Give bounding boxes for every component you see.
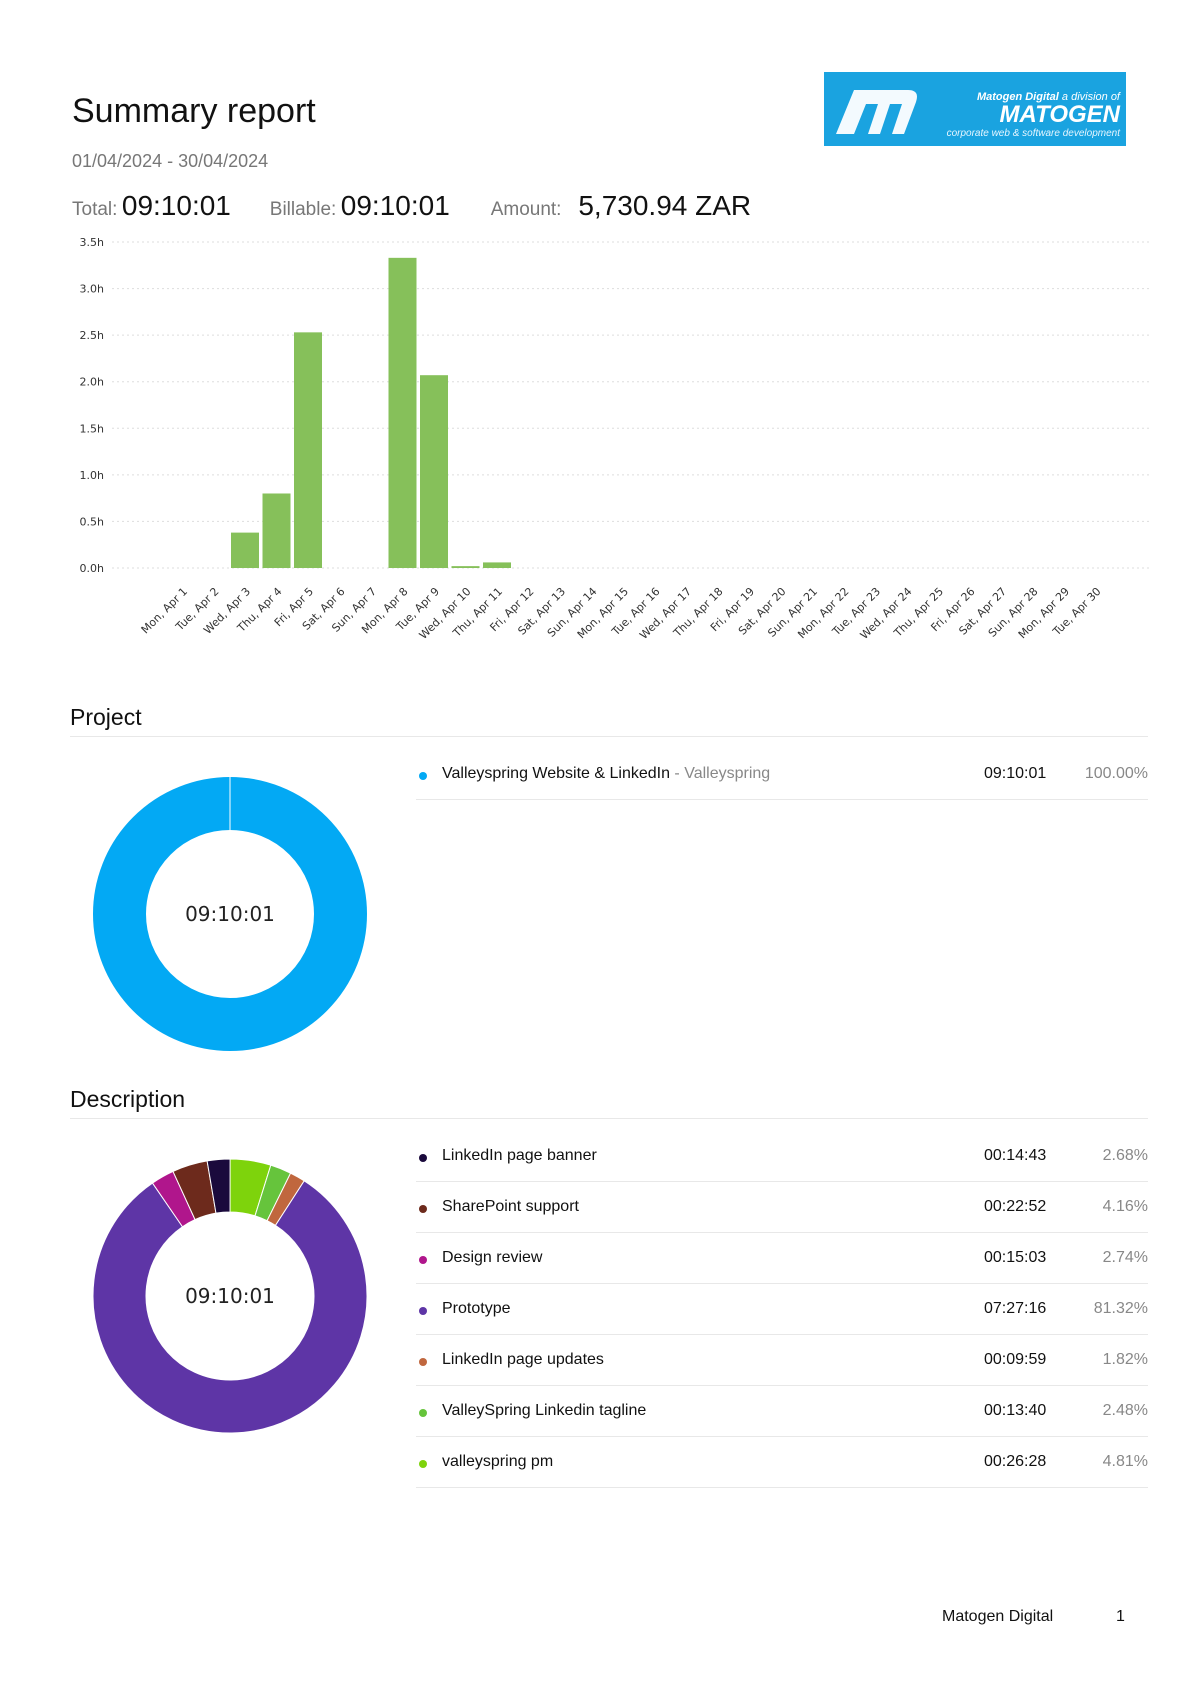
legend-dot <box>419 1409 427 1417</box>
legend-dot <box>419 1256 427 1264</box>
y-tick-label: 0.5h <box>80 515 104 528</box>
footer-page-number: 1 <box>1116 1608 1125 1625</box>
legend-name: Design review <box>442 1249 543 1266</box>
svg-text:Matogen Digital a division of: Matogen Digital a division of <box>977 91 1121 103</box>
legend-dot <box>419 1205 427 1213</box>
bar <box>483 562 511 568</box>
legend-percent: 2.48% <box>1102 1402 1148 1419</box>
project-divider <box>70 736 1148 737</box>
legend-duration: 00:13:40 <box>984 1402 1047 1419</box>
donut-slice <box>206 1158 231 1214</box>
legend-duration: 00:26:28 <box>984 1453 1047 1470</box>
legend-row: SharePoint support 00:22:52 4.16% <box>416 1182 1148 1233</box>
legend-row: valleyspring pm 00:26:28 4.81% <box>416 1437 1148 1488</box>
legend-name: Prototype <box>442 1300 511 1317</box>
legend-duration: 07:27:16 <box>984 1300 1047 1317</box>
legend-name: Valleyspring Website & LinkedIn - Valley… <box>442 765 771 782</box>
legend-dot <box>419 1154 427 1162</box>
legend-percent: 4.16% <box>1102 1198 1148 1215</box>
footer-company: Matogen Digital <box>942 1608 1054 1625</box>
amount-value: 5,730.94 ZAR <box>578 190 752 221</box>
date-range: 01/04/2024 - 30/04/2024 <box>72 151 269 171</box>
legend-name: LinkedIn page updates <box>442 1351 604 1368</box>
project-donut-chart: 09:10:01 <box>93 777 367 1051</box>
donut-center-label: 09:10:01 <box>185 1284 275 1308</box>
legend-name: ValleySpring Linkedin tagline <box>442 1402 647 1419</box>
billable-value: 09:10:01 <box>340 190 450 221</box>
legend-percent: 2.68% <box>1102 1147 1148 1164</box>
project-legend: Valleyspring Website & LinkedIn - Valley… <box>416 749 1148 800</box>
legend-percent: 2.74% <box>1102 1249 1148 1266</box>
billable-label: Billable: <box>269 199 337 220</box>
logo-tagline: corporate web & software development <box>947 128 1122 139</box>
legend-name: LinkedIn page banner <box>442 1147 597 1164</box>
legend-duration: 00:09:59 <box>984 1351 1047 1368</box>
legend-percent: 81.32% <box>1093 1300 1148 1317</box>
y-tick-label: 2.0h <box>80 376 104 389</box>
bar <box>231 532 259 568</box>
company-logo: Matogen Digital a division of MATOGEN co… <box>824 72 1126 146</box>
legend-duration: 09:10:01 <box>984 765 1047 782</box>
legend-percent: 1.82% <box>1102 1351 1148 1368</box>
bar <box>262 493 291 568</box>
legend-name: valleyspring pm <box>442 1453 554 1470</box>
y-tick-label: 3.0h <box>80 283 104 296</box>
y-tick-label: 3.5h <box>80 236 104 249</box>
y-tick-label: 1.0h <box>80 469 104 482</box>
legend-dot <box>419 1358 427 1366</box>
legend-duration: 00:22:52 <box>984 1198 1047 1215</box>
bar <box>388 257 417 568</box>
amount-label: Amount: <box>490 199 562 220</box>
description-legend: LinkedIn page banner 00:14:43 2.68% SharePo… <box>416 1131 1148 1488</box>
legend-dot <box>419 1307 427 1315</box>
bar <box>294 332 322 568</box>
description-divider <box>70 1118 1148 1119</box>
description-section-title: Description <box>70 1086 186 1112</box>
bar <box>451 566 480 568</box>
donut-center-label: 09:10:01 <box>185 902 275 926</box>
total-value: 09:10:01 <box>121 190 231 221</box>
legend-row: ValleySpring Linkedin tagline 00:13:40 2.4… <box>416 1386 1148 1437</box>
legend-duration: 00:15:03 <box>984 1249 1047 1266</box>
legend-percent: 100.00% <box>1084 765 1148 782</box>
legend-client: - Valleyspring <box>669 765 771 782</box>
total-label: Total: <box>72 199 118 220</box>
y-tick-label: 2.5h <box>80 329 104 342</box>
legend-row: Valleyspring Website & LinkedIn - Valley… <box>416 749 1148 800</box>
bar <box>420 375 448 568</box>
legend-row: LinkedIn page updates 00:09:59 1.82% <box>416 1335 1148 1386</box>
legend-dot <box>419 772 427 780</box>
legend-row: Design review 00:15:03 2.74% <box>416 1233 1148 1284</box>
legend-percent: 4.81% <box>1102 1453 1148 1470</box>
logo-wordmark: MATOGEN <box>1000 101 1121 128</box>
totals-bar: Total: 09:10:01 Billable: 09:10:01 Amoun… <box>72 190 751 222</box>
legend-name: SharePoint support <box>442 1198 579 1215</box>
page-title: Summary report <box>72 92 316 130</box>
y-tick-label: 1.5h <box>80 422 104 435</box>
legend-dot <box>419 1460 427 1468</box>
legend-row: LinkedIn page banner 00:14:43 2.68% <box>416 1131 1148 1182</box>
donut-slice <box>92 1180 368 1434</box>
description-donut-chart: 09:10:01 <box>92 1158 368 1434</box>
y-tick-label: 0.0h <box>80 562 104 575</box>
project-section-title: Project <box>70 704 142 730</box>
logo-m-mark <box>836 90 917 134</box>
logo-division-bold: Matogen Digital <box>977 91 1060 103</box>
legend-duration: 00:14:43 <box>984 1147 1047 1164</box>
legend-row: Prototype 07:27:16 81.32% <box>416 1284 1148 1335</box>
logo-division-rest: a division of <box>1059 91 1121 103</box>
